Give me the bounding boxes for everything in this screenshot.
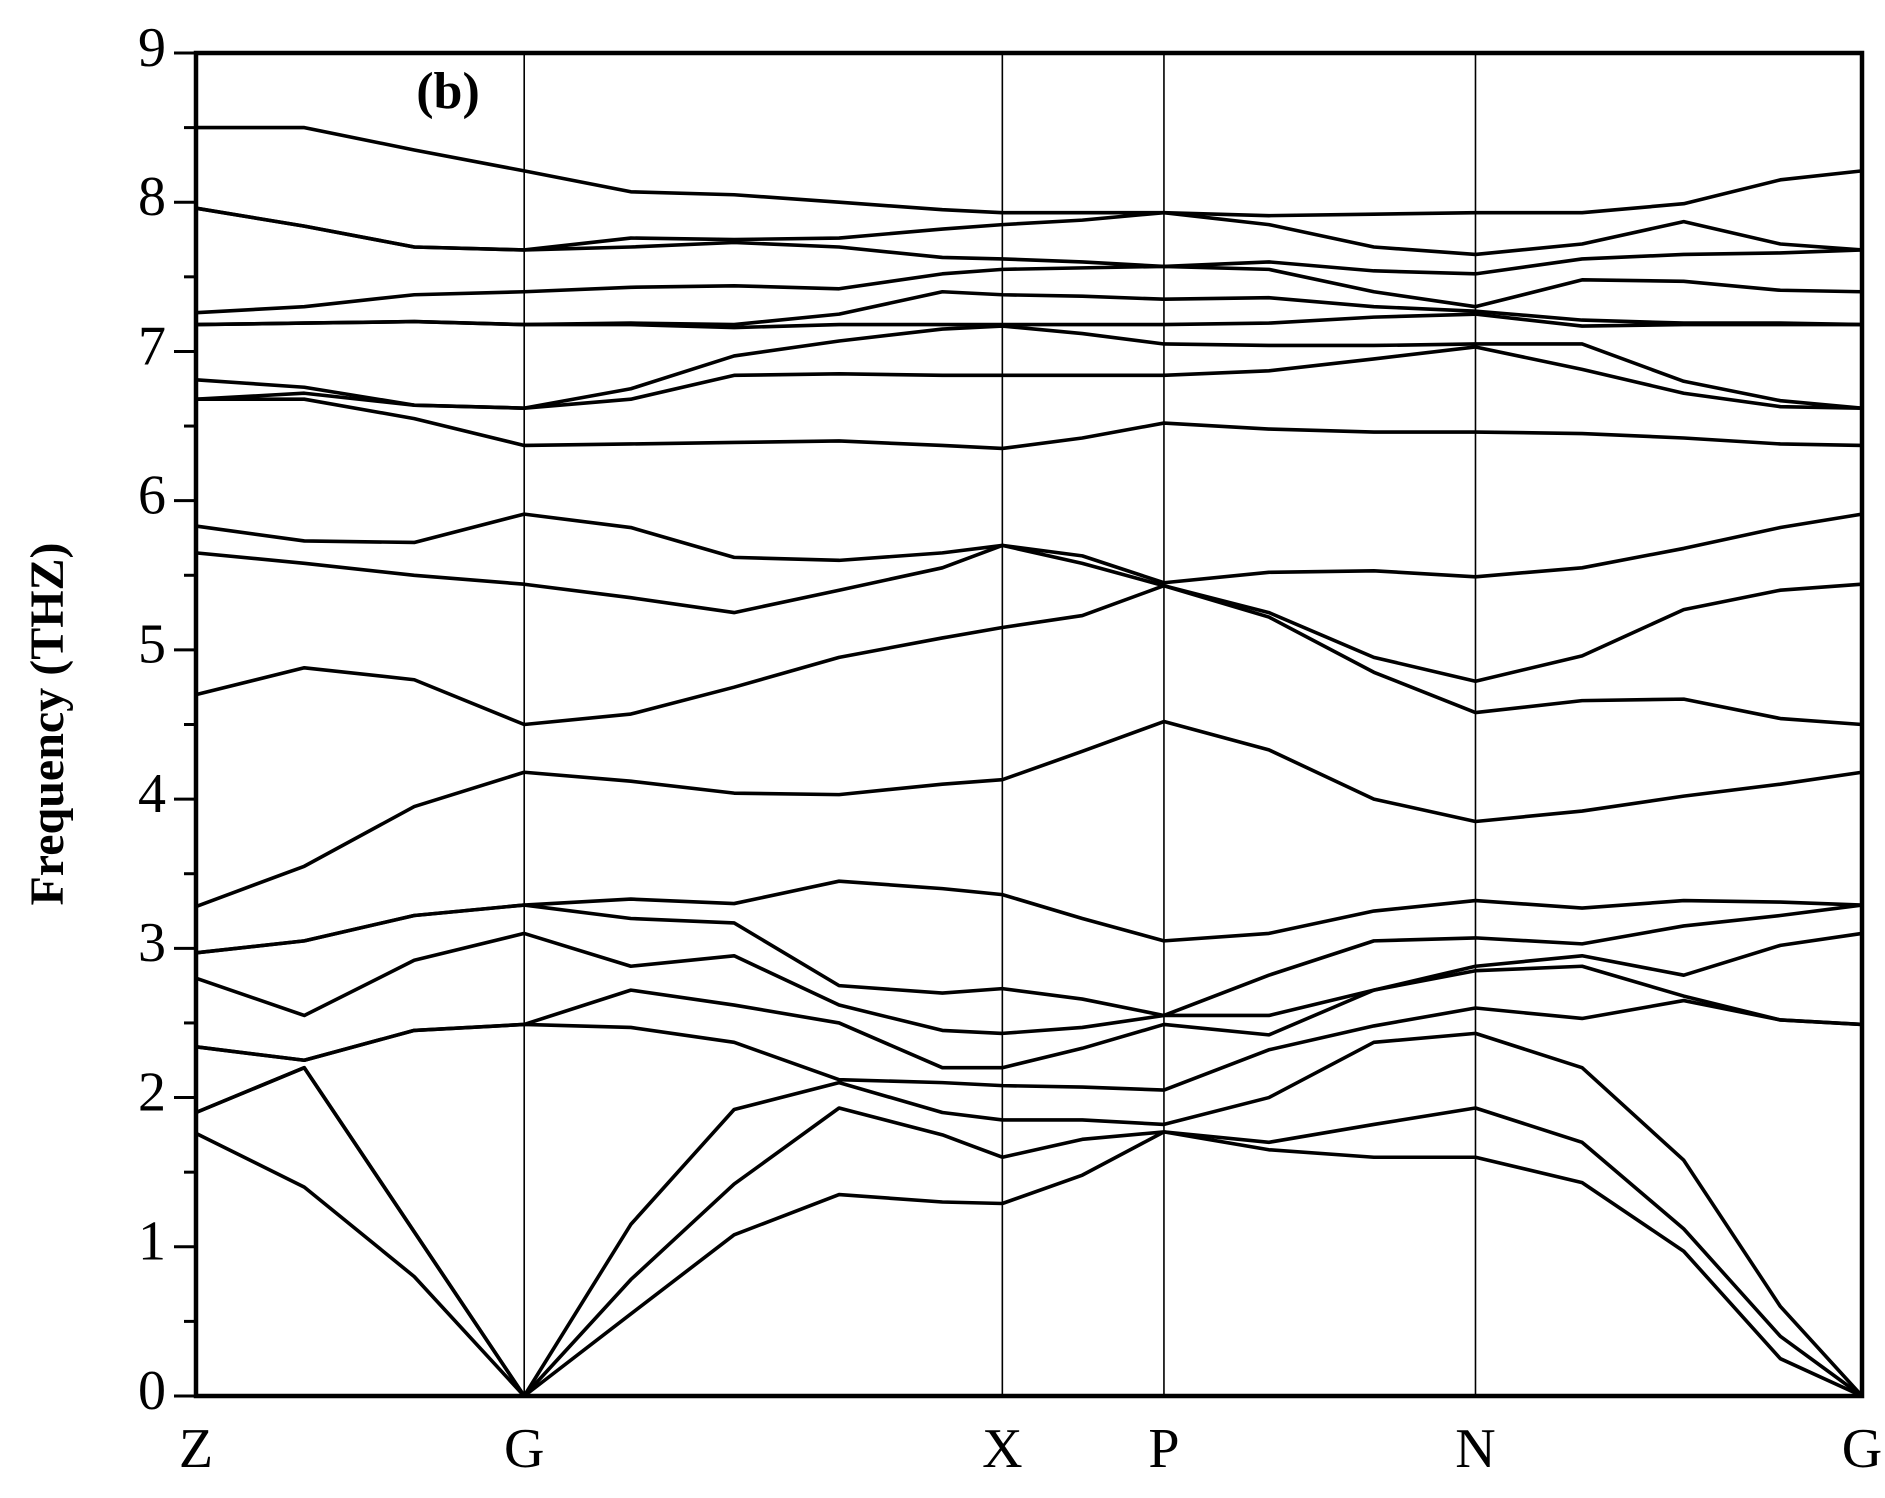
y-tick-label: 1 — [138, 1211, 166, 1273]
y-tick-label: 9 — [138, 17, 166, 79]
phonon-band — [194, 324, 1864, 410]
y-tick-label: 6 — [138, 465, 166, 527]
y-axis-label: Frequency (THZ) — [21, 542, 74, 905]
phonon-band — [194, 512, 1864, 585]
y-tick-label: 4 — [138, 763, 166, 825]
x-tick-label: G — [1842, 1418, 1882, 1480]
phonon-band — [194, 206, 1864, 257]
phonon-band — [194, 964, 1864, 1070]
x-tick-label: P — [1148, 1418, 1179, 1480]
phonon-band — [194, 543, 1864, 684]
phonon-band — [194, 264, 1864, 315]
phonon-band — [194, 931, 1864, 1036]
y-tick-label: 5 — [138, 614, 166, 676]
y-tick-label: 7 — [138, 315, 166, 377]
y-tick-label: 2 — [138, 1061, 166, 1123]
x-tick-label: G — [504, 1418, 544, 1480]
phonon-band — [194, 879, 1864, 955]
phonon-band — [194, 1130, 1864, 1398]
phonon-band — [194, 583, 1864, 727]
panel-label: (b) — [416, 63, 480, 120]
phonon-band — [194, 397, 1864, 451]
x-tick-label: Z — [179, 1418, 213, 1480]
plot-frame — [193, 50, 1865, 1399]
y-tick-label: 0 — [138, 1360, 166, 1422]
y-tick-label: 3 — [138, 912, 166, 974]
x-tick-label: X — [982, 1418, 1022, 1480]
phonon-band — [194, 125, 1864, 218]
phonon-band — [194, 289, 1864, 327]
phonon-band — [194, 1031, 1864, 1398]
phonon-band — [194, 719, 1864, 909]
x-tick-label: N — [1455, 1418, 1495, 1480]
y-tick-label: 8 — [138, 166, 166, 228]
